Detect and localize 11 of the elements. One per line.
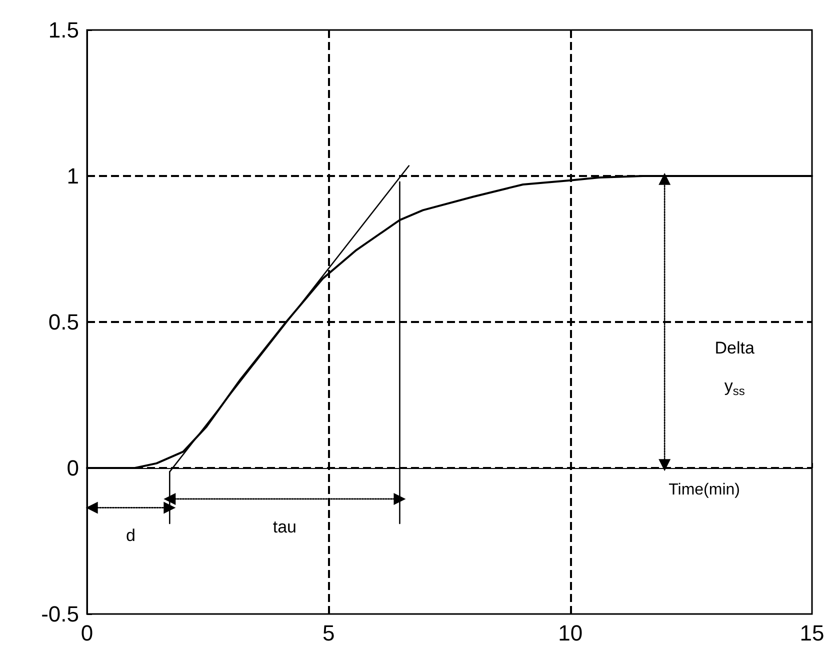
y-tick-label: 1: [66, 164, 79, 188]
x-axis-title: Time(min): [668, 482, 740, 498]
x-tick-label: 10: [558, 620, 583, 646]
annotation: tau: [272, 517, 297, 536]
y-tick-label: 0.5: [48, 310, 79, 334]
x-tick-label: 15: [800, 620, 824, 646]
y-tick-label: 1.5: [48, 18, 79, 42]
y-tick-label: 0: [66, 456, 79, 480]
x-tick-label: 5: [322, 620, 335, 646]
annotation: d: [126, 526, 136, 546]
y-tick-label: -0.5: [41, 602, 79, 626]
